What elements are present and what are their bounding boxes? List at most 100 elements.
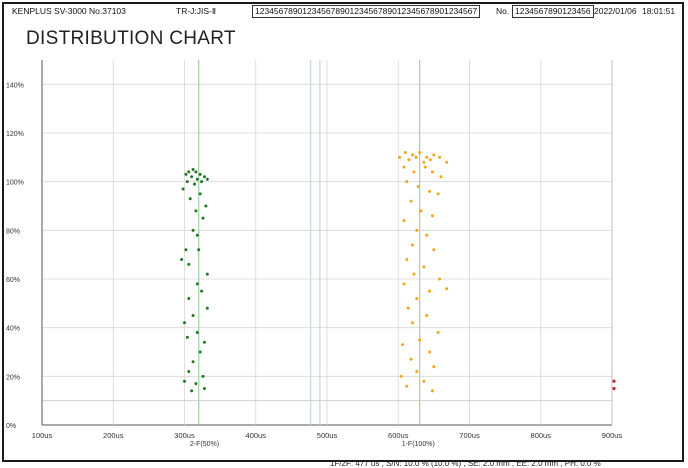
data-point-1f [430,170,434,174]
data-point-2f [183,321,186,325]
no-field: 1234567890123456 [512,5,594,18]
data-point-2f [202,387,206,390]
data-point-2f [202,175,206,179]
data-point-2f [184,172,188,176]
data-point-1f [430,214,434,218]
data-point-1f [425,233,429,237]
x-tick-label: 800us [531,431,552,440]
data-point-1f [425,314,429,317]
data-point-2f [195,177,199,181]
data-point-1f [432,365,436,369]
data-point-1f [412,272,416,276]
data-point-2f [204,204,208,208]
data-point-2f [190,175,194,179]
x-sub-label: 2-F(50%) [190,441,219,448]
x-sub-label: 1-F(100%) [402,441,435,448]
data-point-2f [192,182,196,186]
date-text: 2022/01/06 [594,6,637,16]
y-tick-label: 80% [6,228,20,235]
data-point-1f [416,185,420,189]
data-point-2f [194,170,198,174]
data-point-1f [439,175,443,179]
data-point-1f [409,357,413,361]
x-tick-label: 100us [32,431,53,440]
data-point-1f [415,369,419,373]
data-point-2f [191,314,195,317]
data-point-1f [407,158,411,162]
data-point-2f [198,172,202,176]
data-point-1f [402,219,406,223]
data-point-2f [194,382,198,386]
data-point-1f [428,158,432,162]
data-point-2f [191,228,195,232]
chart-title: DISTRIBUTION CHART [26,28,236,49]
data-point-1f [438,155,442,159]
x-tick-label: 900us [602,431,623,440]
data-point-1f [430,389,434,393]
y-tick-label: 0% [6,423,16,430]
data-point-1f [402,165,406,169]
data-point-2f [195,331,199,335]
data-point-1f [405,384,409,388]
data-point-2f [198,192,202,196]
data-point-2f [205,306,209,310]
data-point-1f [428,350,432,354]
data-point-2f [201,374,205,378]
data-point-2f [190,389,194,393]
data-point-1f [414,155,418,159]
y-tick-label: 140% [6,82,24,89]
time-text: 18:01:51 [642,6,676,16]
data-point-2f [195,233,199,237]
data-point-1f [403,150,407,154]
data-point-2f [184,248,188,252]
code-field: 1234567890123456789012345678901234567890… [252,5,481,18]
y-tick-label: 20% [6,374,20,381]
data-point-1f [423,165,427,169]
data-point-1f [411,243,414,247]
data-point-1f [419,209,423,213]
data-point-2f [185,335,189,339]
data-point-1f [412,170,416,174]
data-point-1f [409,199,413,203]
data-point-1f [445,160,449,164]
data-point-2f [191,168,195,171]
data-point-2f [183,379,186,383]
data-point-2f [187,170,191,174]
data-point-2f [187,296,191,300]
data-point-1f [405,180,409,184]
x-tick-label: 500us [317,431,338,440]
data-point-1f [425,155,429,159]
data-point-1f [411,153,414,157]
data-point-1f [432,248,436,252]
data-point-1f [436,192,440,196]
y-tick-label: 100% [6,180,24,187]
data-point-1f [411,321,414,325]
data-point-2f [194,209,198,213]
edge-marker [612,379,616,383]
data-point-1f [401,343,405,347]
data-point-2f [180,258,184,262]
data-point-2f [202,340,206,344]
data-point-1f [445,287,449,291]
data-point-1f [418,150,422,154]
footer-stats: 1F/2F: 477 us , S/N: 10.0 % (10.0 %) , S… [330,459,601,468]
data-point-2f [205,177,209,181]
data-point-2f [188,197,192,201]
data-point-2f [191,360,195,364]
data-point-1f [398,155,402,159]
x-tick-label: 600us [388,431,409,440]
data-point-1f [399,374,403,378]
data-point-2f [205,272,209,276]
data-point-1f [406,306,410,310]
x-tick-label: 700us [459,431,480,440]
data-point-1f [405,258,409,262]
device-model: KENPLUS SV-3000 No.37103 [12,6,126,16]
data-point-1f [402,282,406,286]
data-point-1f [436,331,440,335]
data-point-1f [438,277,442,281]
data-point-1f [428,289,432,293]
y-tick-label: 60% [6,277,20,284]
header-bar: KENPLUS SV-3000 No.37103 TR-J:JIS-Ⅱ 1234… [4,4,682,18]
